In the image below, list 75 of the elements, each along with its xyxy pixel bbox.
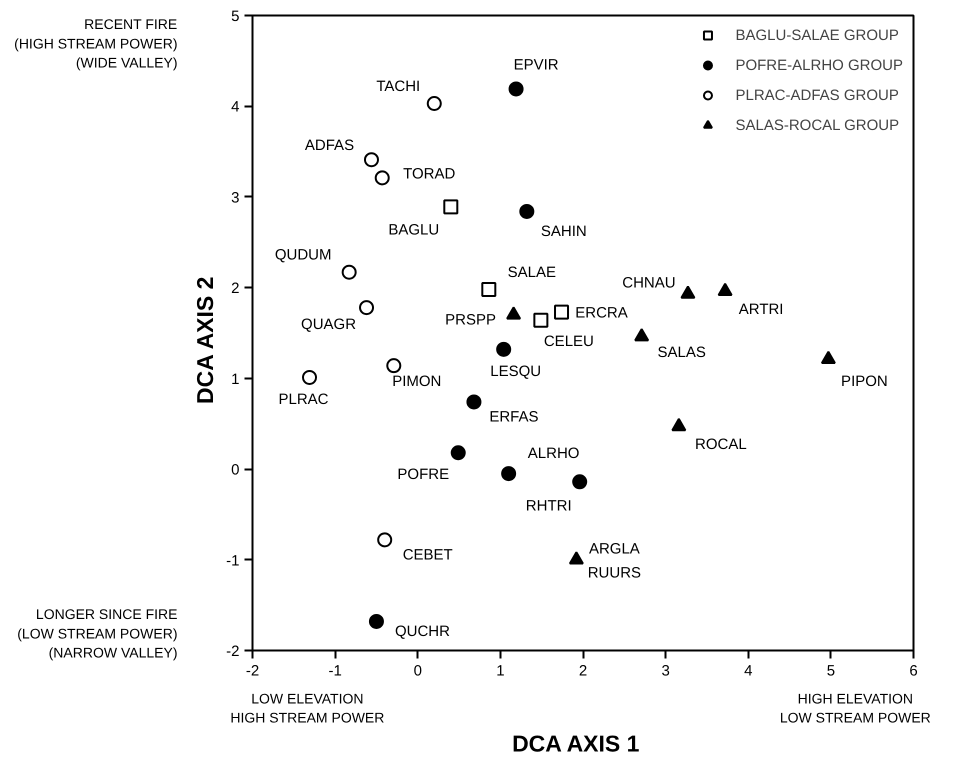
annotation: LESQU bbox=[490, 362, 542, 380]
point bbox=[302, 370, 318, 385]
annotation: BAGLU bbox=[388, 221, 440, 238]
x-axis-title: DCA AXIS 1 bbox=[512, 730, 640, 757]
point bbox=[450, 445, 466, 460]
point bbox=[466, 394, 482, 410]
x-tick-label: 0 bbox=[414, 662, 422, 680]
annotation: EPVIR bbox=[514, 56, 559, 74]
y-tick-label: -2 bbox=[226, 643, 240, 660]
text: HIGH ELEVATION LOW STREAM POWER bbox=[780, 690, 931, 726]
point bbox=[426, 96, 442, 111]
annotation: ARGLA bbox=[588, 540, 640, 558]
annotation: RHTRI bbox=[526, 497, 572, 514]
y-axis-title: DCA AXIS 2 bbox=[192, 276, 218, 404]
legend-label: SALAS-ROCAL GROUP bbox=[735, 116, 900, 134]
annotation: QUCHR bbox=[394, 622, 450, 640]
annotation: SALAS bbox=[657, 344, 706, 362]
point bbox=[368, 614, 384, 629]
y-tick-label: 0 bbox=[231, 462, 240, 479]
x-tick-label: 1 bbox=[496, 662, 505, 680]
x-tick-label: 4 bbox=[744, 662, 752, 680]
point bbox=[572, 474, 588, 490]
y-tick-label: 5 bbox=[231, 8, 240, 25]
legend-label: PLRAC-ADFAS GROUP bbox=[735, 86, 899, 104]
point bbox=[501, 466, 516, 482]
legend-label: BAGLU-SALAE GROUP bbox=[735, 26, 899, 44]
annotation: QUAGR bbox=[301, 316, 356, 334]
point bbox=[519, 204, 534, 219]
annotation: ADFAS bbox=[304, 137, 354, 154]
point bbox=[508, 81, 524, 96]
annotation: ERCRA bbox=[575, 304, 628, 322]
point bbox=[554, 304, 570, 320]
point bbox=[377, 532, 392, 548]
annotation: CEBET bbox=[402, 546, 453, 564]
annotation: CELEU bbox=[544, 332, 594, 350]
annotation: SAHIN bbox=[540, 222, 587, 240]
annotation: TORAD bbox=[403, 165, 456, 182]
legend-label: POFRE-ALRHO GROUP bbox=[735, 56, 903, 74]
point bbox=[481, 282, 496, 297]
x-tick-label: 3 bbox=[661, 662, 670, 680]
annotation: ARTRI bbox=[738, 300, 784, 318]
point bbox=[364, 152, 379, 168]
annotation: PRSPP bbox=[445, 311, 496, 328]
annotation: ALRHO bbox=[528, 445, 580, 462]
y-tick-label: 4 bbox=[231, 98, 240, 116]
text: LOW ELEVATION HIGH STREAM POWER bbox=[230, 690, 384, 726]
annotation: PIMON bbox=[392, 373, 442, 390]
y-tick-label: 1 bbox=[231, 370, 240, 388]
annotation: SALAE bbox=[508, 264, 556, 281]
y-tick-label: 3 bbox=[231, 189, 240, 206]
point bbox=[496, 342, 512, 357]
text: RECENT FIRE (HIGH STREAM POWER) (WIDE VALLEY) bbox=[14, 16, 178, 71]
annotation: POFRE bbox=[397, 466, 450, 484]
annotation: RUURS bbox=[588, 564, 642, 582]
annotation: PLRAC bbox=[278, 390, 329, 408]
annotation: QUDUM bbox=[274, 246, 332, 264]
x-tick-label: -2 bbox=[246, 662, 260, 680]
x-tick-label: 2 bbox=[578, 662, 588, 680]
point bbox=[443, 199, 458, 214]
y-tick-label: 2 bbox=[231, 280, 240, 298]
point bbox=[386, 358, 402, 374]
text: LONGER SINCE FIRE (LOW STREAM POWER) (NARROW VALLEY) bbox=[17, 606, 178, 661]
annotation: ROCAL bbox=[695, 436, 747, 453]
x-tick-label: 6 bbox=[909, 662, 918, 680]
point bbox=[374, 170, 390, 186]
annotation: TACHI bbox=[376, 78, 420, 95]
annotation: ERFAS bbox=[489, 408, 539, 426]
annotation: CHNAU bbox=[622, 274, 676, 292]
x-tick-label: -1 bbox=[328, 662, 342, 680]
annotation: PIPON bbox=[841, 372, 888, 390]
point bbox=[359, 300, 374, 316]
point bbox=[533, 312, 548, 328]
x-tick-label: 5 bbox=[826, 662, 836, 680]
y-tick-label: -1 bbox=[226, 552, 240, 570]
point bbox=[342, 264, 357, 280]
